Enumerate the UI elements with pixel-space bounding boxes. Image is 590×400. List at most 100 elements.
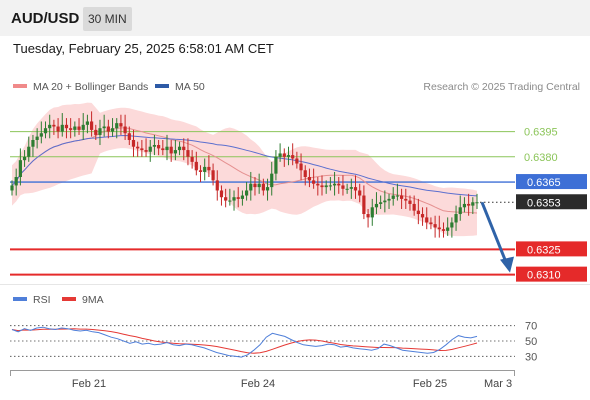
candle [215, 170, 219, 201]
candle [299, 153, 303, 181]
candle [81, 113, 85, 140]
candle-body [173, 150, 177, 154]
candle [362, 185, 366, 220]
timestamp: Tuesday, February 25, 2025 6:58:01 AM CE… [13, 41, 274, 56]
candle [307, 168, 312, 188]
candle [370, 198, 374, 226]
candle [303, 165, 307, 186]
candle [18, 148, 22, 186]
candle [399, 188, 404, 209]
candle-body [165, 146, 169, 151]
candle [169, 139, 173, 162]
candle-body [450, 222, 454, 228]
candle [446, 217, 450, 236]
x-tick-label: Feb 24 [241, 378, 275, 390]
candle-body [471, 202, 475, 206]
candle-body [441, 229, 446, 231]
candle [211, 163, 215, 186]
candle-body [102, 126, 106, 129]
candle-body [89, 121, 94, 130]
rsi-tick-label: 50 [525, 336, 537, 348]
candle [27, 136, 31, 162]
candle [324, 180, 328, 194]
candle [471, 197, 475, 215]
candle [39, 121, 43, 144]
candle [265, 178, 270, 201]
candle [332, 171, 337, 196]
candle [148, 139, 152, 162]
candle [320, 175, 324, 196]
candle [182, 138, 186, 161]
candle-body [462, 203, 467, 208]
candle [31, 134, 35, 157]
candle [412, 195, 416, 216]
interval-badge[interactable]: 30 MIN [83, 7, 132, 31]
candle [366, 208, 370, 228]
candle-body [391, 195, 395, 199]
candle-body [232, 197, 236, 201]
rsi-ma-legend-label: 9MA [82, 294, 104, 306]
candle-body [312, 180, 316, 184]
candle-body [366, 214, 370, 218]
candle [102, 114, 106, 137]
candle-body [265, 187, 270, 191]
candle-body [395, 195, 400, 197]
forecast-arrow-head [500, 256, 514, 273]
candle-body [316, 183, 320, 186]
candle [387, 193, 391, 209]
candle [437, 215, 441, 238]
ma20-legend-swatch [13, 84, 27, 88]
rsi-tick-label: 70 [525, 321, 537, 333]
moving-averages [11, 127, 478, 214]
candle-body [73, 126, 77, 130]
candle [127, 126, 131, 146]
candle [420, 207, 425, 226]
candle [194, 151, 198, 176]
candle [295, 151, 299, 169]
candle [131, 129, 136, 157]
candle-body [337, 183, 341, 186]
rsi-tick-label: 30 [525, 351, 537, 363]
candle-body [31, 139, 35, 147]
candle [136, 141, 140, 157]
candle [56, 118, 60, 139]
candle [119, 114, 123, 135]
candle-body [10, 185, 14, 191]
candle-body [203, 166, 207, 172]
candle-body [412, 203, 416, 211]
candle [219, 185, 224, 206]
candle-body [140, 148, 144, 151]
candle [353, 175, 358, 199]
candle-body [207, 166, 211, 171]
candle [345, 183, 349, 194]
candle-body [119, 123, 123, 127]
candle-body [52, 124, 56, 127]
rsi-legend-swatch [13, 297, 27, 301]
candle [165, 134, 169, 161]
candle [207, 155, 211, 178]
copyright-text: Research © 2025 Trading Central [423, 81, 580, 93]
candle [14, 168, 18, 196]
candle-body [27, 146, 31, 157]
candle-body [458, 207, 462, 215]
candle [186, 138, 190, 166]
candle [123, 114, 127, 140]
header-bar: AUD/USD 30 MIN [0, 0, 590, 36]
price-levels [10, 131, 515, 276]
candle-body [148, 146, 152, 152]
candle-body [475, 202, 479, 204]
candle [433, 215, 437, 238]
candle [140, 139, 144, 157]
candle-body [416, 210, 420, 215]
candle [157, 139, 161, 156]
bollinger-band-area [12, 102, 477, 237]
candle-body [282, 153, 286, 157]
level-label-0.6325: 0.6325 [527, 244, 561, 256]
candle-body [349, 187, 353, 189]
candle [22, 150, 27, 167]
candle [190, 150, 194, 169]
candle [454, 205, 458, 231]
candle-body [341, 185, 345, 189]
candle [85, 114, 90, 134]
